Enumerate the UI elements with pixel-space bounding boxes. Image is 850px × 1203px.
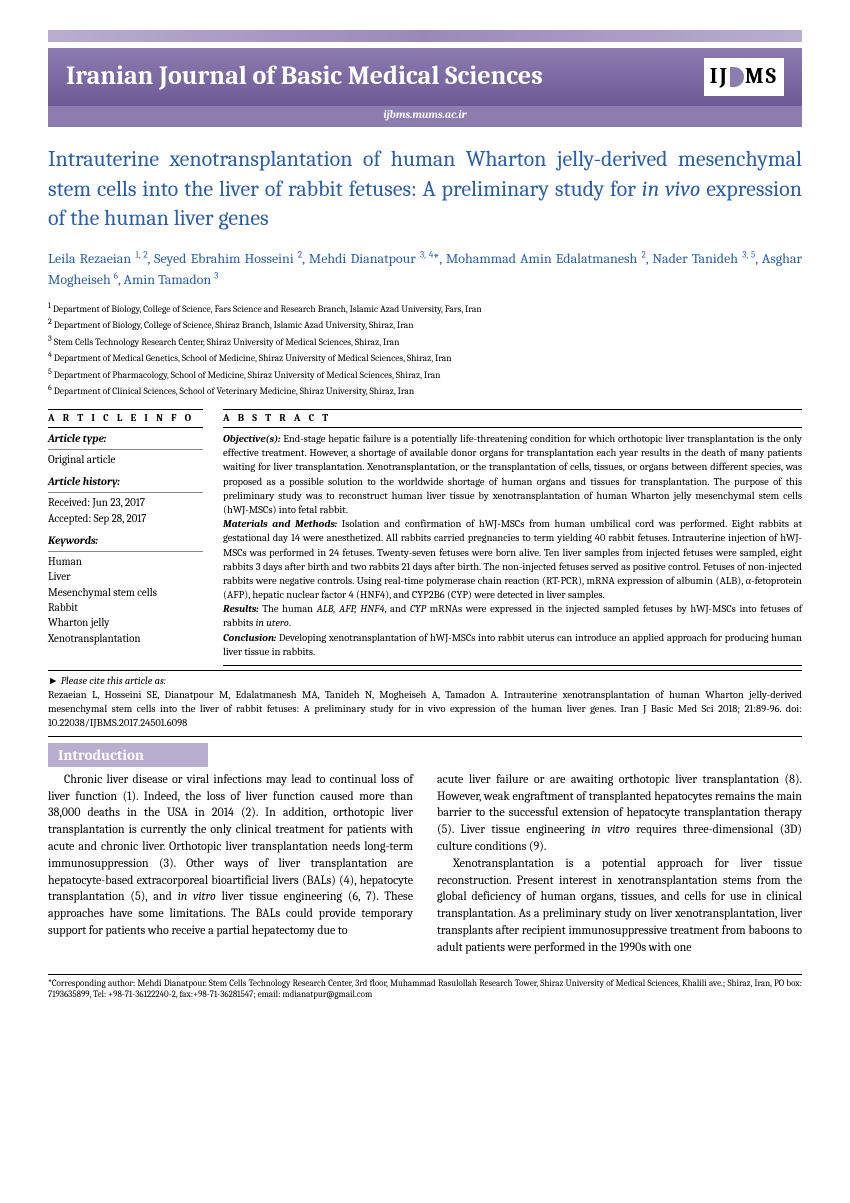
results-t1: The human (259, 603, 317, 615)
results-i3: in utero (256, 617, 289, 629)
citation-block: Please cite this article as: Rezaeian L,… (48, 670, 802, 737)
introduction-heading: Introduction (48, 743, 208, 767)
keyword-item: Human (48, 554, 203, 569)
logo-text-left: IJ (710, 62, 729, 92)
keywords-list: HumanLiverMesenchymal stem cellsRabbitWh… (48, 554, 203, 646)
title-italic: in vivo (642, 176, 701, 202)
authors-line: Leila Rezaeian 1, 2, Seyed Ebrahim Hosse… (48, 248, 802, 290)
keyword-item: Mesenchymal stem cells (48, 585, 203, 600)
conclusion-text: Developing xenotransplantation of hWJ-MS… (223, 632, 802, 658)
history-block: Article history: Received: Jun 23, 2017 … (48, 475, 203, 526)
affiliation-line: 2 Department of Biology, College of Scie… (48, 316, 802, 332)
journal-banner: Iranian Journal of Basic Medical Science… (48, 48, 802, 106)
results-t4: . (289, 617, 291, 629)
methods-text: Isolation and confirmation of hWJ-MSCs f… (223, 518, 802, 601)
results-label: Results: (223, 603, 259, 615)
article-type-label: Article type: (48, 432, 203, 450)
article-info-column: A R T I C L E I N F O Article type: Orig… (48, 409, 203, 666)
keyword-item: Rabbit (48, 600, 203, 615)
affiliation-line: 5 Department of Pharmacology, School of … (48, 366, 802, 382)
results-t2: , and (385, 603, 410, 615)
affiliation-line: 4 Department of Medical Genetics, School… (48, 349, 802, 365)
body-columns: Chronic liver disease or viral infection… (48, 771, 802, 956)
affiliations-block: 1 Department of Biology, College of Scie… (48, 300, 802, 399)
keywords-label: Keywords: (48, 534, 203, 552)
objective-text: End-stage hepatic failure is a potential… (223, 433, 802, 516)
page-container: Iranian Journal of Basic Medical Science… (0, 0, 850, 1022)
logo-text-right: MS (745, 62, 778, 92)
journal-title: Iranian Journal of Basic Medical Science… (66, 59, 704, 94)
top-band (48, 30, 802, 42)
results-i1: ALB, AFP, HNF4 (317, 603, 385, 615)
keyword-item: Liver (48, 569, 203, 584)
corresponding-author-footer: *Corresponding author: Mehdi Dianatpour.… (48, 974, 802, 1002)
citation-text: Rezaeian L, Hosseini SE, Dianatpour M, E… (48, 689, 802, 729)
intro-col1: Chronic liver disease or viral infection… (48, 771, 413, 939)
affiliation-line: 3 Stem Cells Technology Research Center,… (48, 333, 802, 349)
results-i2: CYP (410, 603, 426, 615)
conclusion-label: Conclusion: (223, 632, 276, 644)
affiliation-line: 1 Department of Biology, College of Scie… (48, 300, 802, 316)
keywords-block: Keywords: HumanLiverMesenchymal stem cel… (48, 534, 203, 646)
methods-label: Materials and Methods: (223, 518, 337, 530)
accepted-date: Accepted: Sep 28, 2017 (48, 511, 203, 526)
journal-url: ijbms.mums.ac.ir (48, 106, 802, 127)
keyword-item: Xenotransplantation (48, 631, 203, 646)
abstract-column: A B S T R A C T Objective(s): End-stage … (223, 409, 802, 666)
keyword-item: Wharton jelly (48, 615, 203, 630)
abstract-header: A B S T R A C T (223, 409, 802, 429)
citation-label: Please cite this article as: (48, 675, 166, 687)
objective-label: Objective(s): (223, 433, 280, 445)
logo-shape-icon (730, 67, 744, 87)
article-type-block: Article type: Original article (48, 432, 203, 467)
affiliation-line: 6 Department of Clinical Sciences, Schoo… (48, 382, 802, 398)
footer-text: *Corresponding author: Mehdi Dianatpour.… (48, 979, 802, 1001)
body-column-right: acute liver failure or are awaiting orth… (437, 771, 802, 956)
intro-col2-p2: Xenotransplantation is a potential appro… (437, 855, 802, 956)
article-type-value: Original article (48, 452, 203, 467)
history-label: Article history: (48, 475, 203, 493)
intro-col2-p1: acute liver failure or are awaiting orth… (437, 771, 802, 855)
info-header: A R T I C L E I N F O (48, 409, 203, 429)
journal-logo: IJ MS (704, 58, 784, 96)
body-column-left: Chronic liver disease or viral infection… (48, 771, 413, 956)
info-abstract-row: A R T I C L E I N F O Article type: Orig… (48, 409, 802, 666)
received-date: Received: Jun 23, 2017 (48, 495, 203, 510)
article-title: Intrauterine xenotransplantation of huma… (48, 145, 802, 234)
abstract-body: Objective(s): End-stage hepatic failure … (223, 432, 802, 666)
